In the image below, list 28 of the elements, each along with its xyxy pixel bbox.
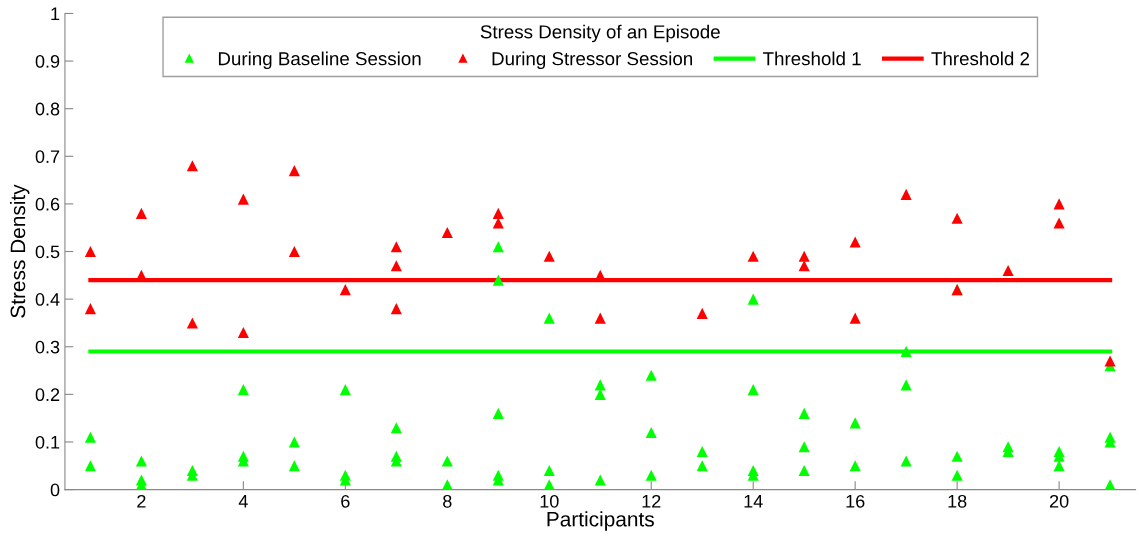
y-tick-label: 0.1 xyxy=(35,435,60,449)
legend-label: Threshold 2 xyxy=(931,51,1030,66)
y-tick-label: 0.3 xyxy=(35,340,60,354)
x-tick-label: 16 xyxy=(846,494,865,508)
x-tick-label: 8 xyxy=(443,494,452,508)
y-tick-label: 0 xyxy=(50,483,60,497)
x-tick-label: 6 xyxy=(341,494,350,508)
y-tick-label: 0.5 xyxy=(35,245,60,259)
y-tick-label: 0.4 xyxy=(35,293,60,306)
legend-title: Stress Density of an Episode xyxy=(480,24,720,43)
x-tick-label: 12 xyxy=(642,494,661,508)
x-tick-label: 4 xyxy=(238,495,248,508)
y-tick-label: 0.9 xyxy=(35,55,60,68)
x-tick-label: 2 xyxy=(137,494,146,508)
x-tick-label: 14 xyxy=(744,495,763,508)
y-tick-label: 0.2 xyxy=(35,388,60,402)
y-tick-label: 0.6 xyxy=(35,197,60,211)
y-tick-label: 1 xyxy=(51,7,60,20)
y-tick-label: 0.8 xyxy=(35,102,60,116)
x-axis-title: Participants xyxy=(547,511,654,531)
x-tick-label: 20 xyxy=(1049,494,1069,508)
y-tick-label: 0.7 xyxy=(35,150,60,164)
legend-label: During Stressor Session xyxy=(492,51,692,70)
legend-label: Threshold 1 xyxy=(763,51,861,66)
x-tick-label: 10 xyxy=(540,494,559,508)
legend-label: During Baseline Session xyxy=(218,51,421,70)
y-axis-title: Stress Density xyxy=(9,184,30,318)
x-tick-label: 18 xyxy=(948,494,967,508)
